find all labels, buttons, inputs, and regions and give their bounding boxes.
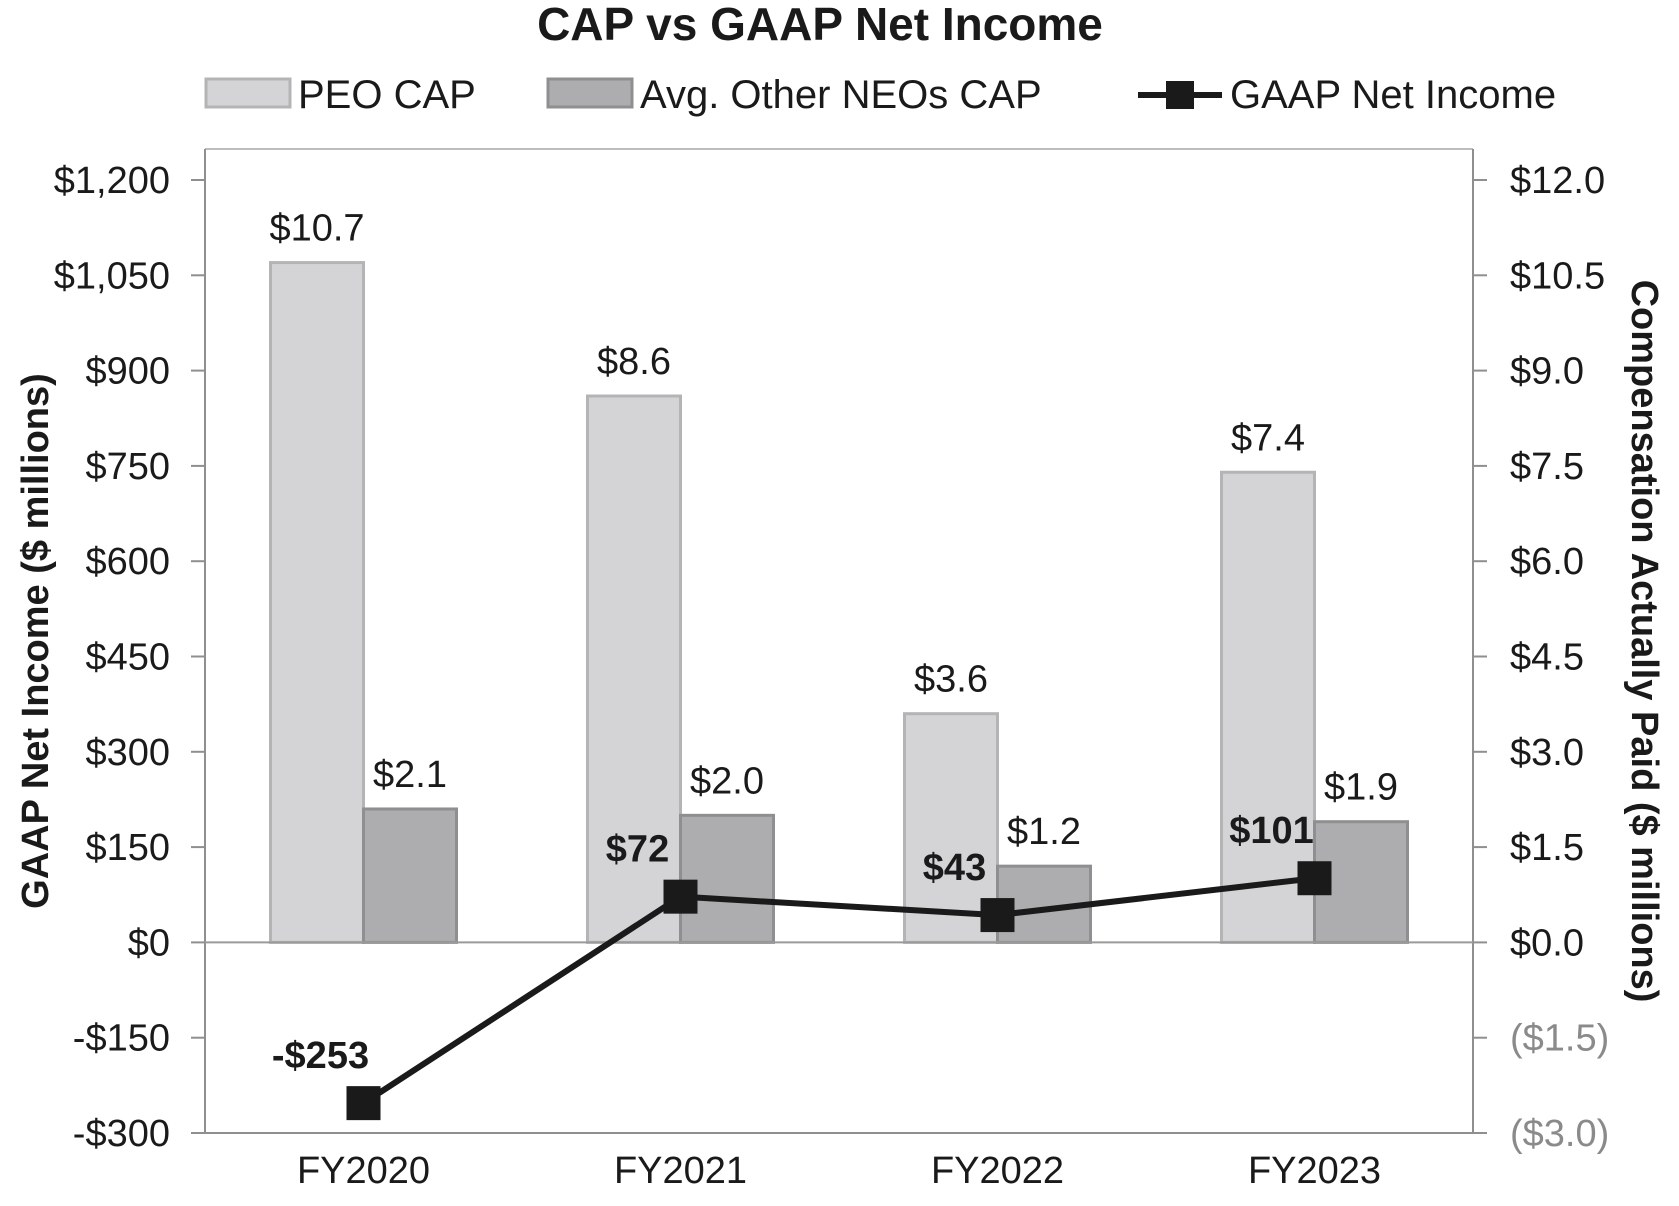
gaap-net-income-label: $43 — [923, 847, 986, 889]
gaap-net-income-marker — [663, 879, 698, 914]
left-tick-label: $1,050 — [54, 255, 170, 297]
left-tick-label: $750 — [85, 446, 170, 488]
data-label-peo-cap: $7.4 — [1231, 417, 1305, 459]
right-tick-label: $0.0 — [1510, 922, 1584, 964]
category-label-fy2022: FY2022 — [931, 1150, 1064, 1192]
legend: PEO CAP Avg. Other NEOs CAP GAAP Net Inc… — [204, 73, 1556, 117]
right-tick-label: $6.0 — [1510, 541, 1584, 583]
gaap-net-income-marker — [1297, 861, 1332, 896]
left-tick-label: $300 — [85, 732, 170, 774]
bars: $10.7 $2.1 $8.6 $2.0 $3.6 $1.2 $7.4 $1.9 — [269, 208, 1409, 944]
data-label-avg-other-neos-cap: $1.2 — [1007, 811, 1081, 853]
category-label-fy2023: FY2023 — [1248, 1150, 1381, 1192]
gaap-net-income-label: -$253 — [272, 1035, 369, 1077]
gaap-net-income-marker — [346, 1086, 381, 1121]
right-axis-ticks: $12.0 $10.5 $9.0 $7.5 $6.0 $4.5 $3.0 $1.5 $0.0 ($… — [1473, 160, 1609, 1155]
right-tick-label: ($1.5) — [1510, 1018, 1609, 1060]
data-label-avg-other-neos-cap: $2.0 — [690, 760, 764, 802]
right-tick-label: $1.5 — [1510, 827, 1584, 869]
right-tick-label: $12.0 — [1510, 160, 1605, 202]
data-label-peo-cap: $10.7 — [269, 208, 364, 250]
legend-swatch-avg-other-neos-cap — [546, 77, 634, 109]
bar-avg-other-neos-cap-fy2021 — [679, 813, 775, 944]
left-tick-label: $600 — [85, 541, 170, 583]
left-tick-label: $450 — [85, 637, 170, 679]
left-tick-label: -$300 — [73, 1113, 170, 1155]
x-axis-category-labels: FY2020 FY2021 FY2022 FY2023 — [297, 1150, 1381, 1192]
data-label-peo-cap: $3.6 — [914, 659, 988, 701]
category-label-fy2021: FY2021 — [614, 1150, 747, 1192]
right-tick-label: $7.5 — [1510, 446, 1584, 488]
bar-avg-other-neos-cap-fy2020 — [362, 807, 458, 944]
legend-label-peo-cap: PEO CAP — [298, 73, 476, 117]
category-label-fy2020: FY2020 — [297, 1150, 430, 1192]
data-label-peo-cap: $8.6 — [597, 341, 671, 383]
gaap-net-income-series: -$253 $72 $43 $101 — [272, 810, 1332, 1121]
right-tick-label: $3.0 — [1510, 732, 1584, 774]
chart-title: CAP vs GAAP Net Income — [537, 0, 1103, 50]
right-tick-label: $9.0 — [1510, 351, 1584, 393]
right-tick-label: $10.5 — [1510, 255, 1605, 297]
data-label-avg-other-neos-cap: $2.1 — [373, 754, 447, 796]
left-tick-label: $1,200 — [54, 160, 170, 202]
left-tick-label: $150 — [85, 827, 170, 869]
left-tick-label: $0 — [128, 922, 170, 964]
left-tick-label: $900 — [85, 351, 170, 393]
right-tick-label: ($3.0) — [1510, 1113, 1609, 1155]
legend-label-gaap-net-income: GAAP Net Income — [1230, 73, 1556, 117]
right-tick-label: $4.5 — [1510, 637, 1584, 679]
plot-area — [204, 148, 1474, 1134]
left-tick-label: -$150 — [73, 1018, 170, 1060]
bar-peo-cap-fy2020 — [269, 261, 365, 944]
legend-swatch-peo-cap — [204, 77, 292, 109]
data-label-avg-other-neos-cap: $1.9 — [1324, 767, 1398, 809]
legend-marker-gaap-net-income — [1166, 81, 1194, 109]
gaap-net-income-marker — [980, 898, 1015, 933]
legend-label-avg-other-neos-cap: Avg. Other NEOs CAP — [640, 73, 1042, 117]
right-axis-label: Compensation Actually Paid ($ millions) — [1623, 280, 1665, 1003]
gaap-net-income-label: $72 — [606, 829, 669, 871]
gaap-net-income-label: $101 — [1229, 810, 1314, 852]
left-axis-ticks: $1,200 $1,050 $900 $750 $600 $450 $300 $150 $0 -$… — [54, 160, 205, 1155]
left-axis-label: GAAP Net Income ($ millions) — [15, 373, 57, 909]
gaap-net-income-line — [361, 875, 1315, 1106]
